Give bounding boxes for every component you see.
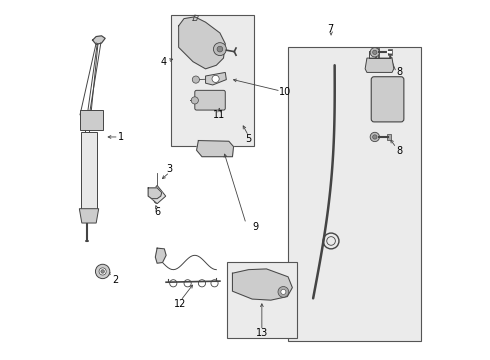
- FancyBboxPatch shape: [195, 90, 225, 110]
- Text: 8: 8: [396, 146, 402, 156]
- Polygon shape: [365, 58, 394, 72]
- Text: 12: 12: [174, 299, 187, 309]
- Circle shape: [370, 132, 379, 141]
- Circle shape: [191, 97, 198, 104]
- Bar: [388, 49, 392, 55]
- Circle shape: [214, 42, 226, 55]
- Circle shape: [96, 264, 110, 279]
- Bar: [80, 110, 103, 130]
- Circle shape: [217, 46, 223, 52]
- Bar: [227, 262, 297, 338]
- Text: 10: 10: [279, 87, 291, 97]
- Text: 7: 7: [327, 24, 334, 35]
- Polygon shape: [93, 36, 105, 44]
- Polygon shape: [196, 140, 234, 157]
- Text: 1: 1: [118, 132, 124, 142]
- Text: 2: 2: [112, 275, 118, 285]
- Text: 6: 6: [154, 207, 160, 217]
- Text: 3: 3: [167, 164, 173, 174]
- Circle shape: [373, 50, 377, 54]
- Text: 5: 5: [245, 134, 252, 144]
- Bar: [387, 134, 392, 140]
- Text: 9: 9: [253, 222, 259, 231]
- Bar: [172, 15, 254, 146]
- Circle shape: [212, 75, 219, 82]
- Polygon shape: [232, 269, 293, 300]
- Text: 11: 11: [213, 110, 225, 120]
- Bar: [81, 132, 97, 209]
- Circle shape: [373, 135, 377, 139]
- Polygon shape: [179, 17, 225, 69]
- Circle shape: [370, 48, 379, 57]
- Circle shape: [278, 287, 289, 297]
- Circle shape: [101, 270, 104, 273]
- Text: 4: 4: [160, 57, 166, 67]
- Bar: [288, 47, 421, 341]
- Text: 13: 13: [256, 328, 268, 338]
- Circle shape: [99, 268, 106, 275]
- Polygon shape: [79, 209, 98, 223]
- Circle shape: [192, 76, 199, 83]
- Circle shape: [281, 289, 286, 294]
- Polygon shape: [155, 248, 166, 263]
- Polygon shape: [148, 185, 166, 204]
- Polygon shape: [148, 188, 162, 199]
- Polygon shape: [205, 72, 226, 85]
- FancyBboxPatch shape: [371, 77, 404, 122]
- Text: 8: 8: [396, 67, 402, 77]
